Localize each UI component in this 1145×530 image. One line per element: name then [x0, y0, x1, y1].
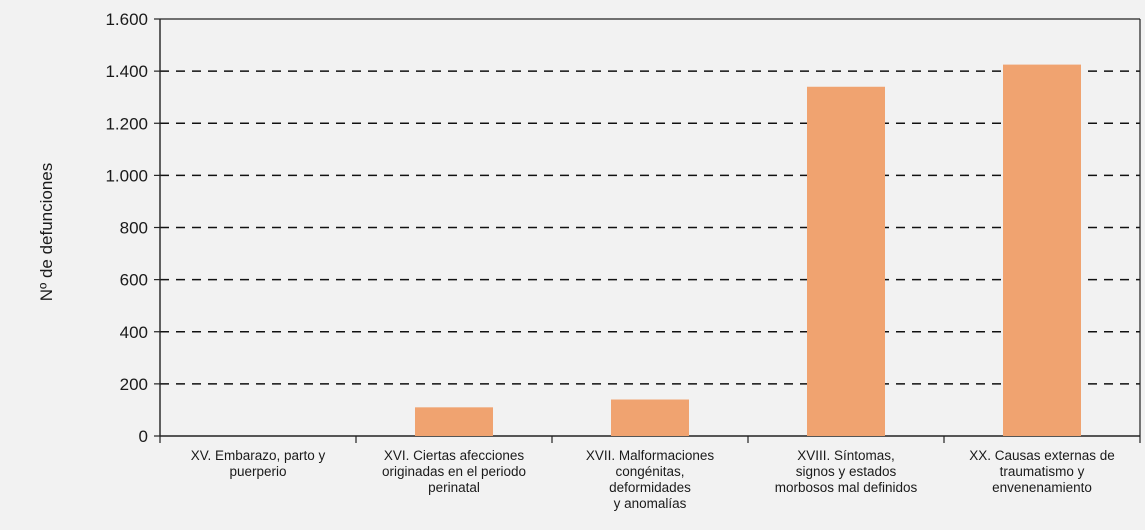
category-label-line: traumatismo y	[1000, 464, 1085, 479]
y-tick-label: 1.400	[105, 62, 148, 81]
y-tick-label: 1.000	[105, 166, 148, 185]
category-label: XVIII. Síntomas, signos y estados morbosos…	[775, 448, 918, 495]
y-tick-label: 600	[120, 271, 148, 290]
bar	[415, 407, 493, 436]
category-label-line: XVI. Ciertas afecciones	[384, 448, 525, 463]
y-tick-label: 1.200	[105, 114, 148, 133]
category-label-line: signos y estados	[796, 464, 897, 479]
category-label: XX. Causas externas de traumatismo y enven…	[969, 448, 1115, 495]
category-label-line: XVII. Malformaciones	[586, 448, 715, 463]
category-label-line: XV. Embarazo, parto y	[191, 448, 326, 463]
y-tick-labels: 0 200 400 600 800 1.000 1.200 1.400 1.600	[105, 10, 148, 446]
category-label: XVI. Ciertas afecciones originadas en el …	[382, 448, 526, 495]
y-tick-label: 400	[120, 323, 148, 342]
category-label-line: congénitas,	[615, 464, 684, 479]
y-tick-label: 200	[120, 375, 148, 394]
category-label-line: perinatal	[428, 480, 480, 495]
category-label-line: puerperio	[229, 464, 286, 479]
y-tick-label: 800	[120, 219, 148, 238]
category-label-line: envenenamiento	[992, 480, 1092, 495]
bar	[1003, 64, 1081, 436]
category-label-line: y anomalías	[614, 496, 687, 511]
bars	[415, 64, 1081, 436]
category-labels: XV. Embarazo, parto y puerperio XVI. Ciert…	[191, 448, 1115, 511]
bar	[807, 86, 885, 436]
category-label-line: originadas en el periodo	[382, 464, 526, 479]
category-label: XV. Embarazo, parto y puerperio	[191, 448, 326, 479]
category-label-line: XVIII. Síntomas,	[797, 448, 895, 463]
category-label-line: deformidades	[609, 480, 691, 495]
axes	[154, 18, 1141, 443]
bar	[611, 399, 689, 436]
y-tick-label: 0	[139, 427, 148, 446]
y-tick-label: 1.600	[105, 10, 148, 29]
category-label-line: morbosos mal definidos	[775, 480, 918, 495]
y-axis-label: Nº de defunciones	[37, 163, 56, 302]
category-label-line: XX. Causas externas de	[969, 448, 1115, 463]
category-label: XVII. Malformaciones congénitas, deformida…	[586, 448, 715, 511]
gridlines	[160, 70, 1140, 385]
